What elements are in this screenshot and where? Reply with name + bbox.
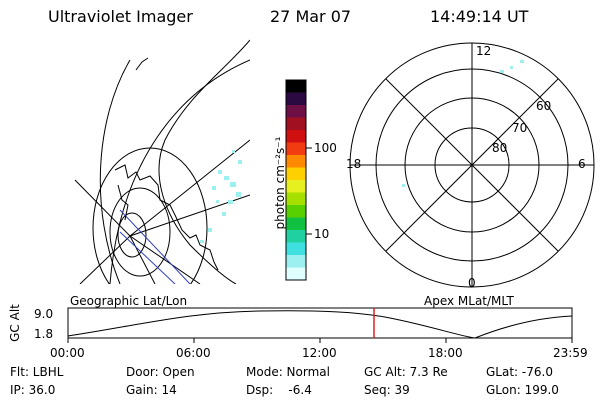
- colorbar-tick-10: 10: [314, 227, 330, 241]
- altitude-ymin: 1.8: [34, 327, 54, 341]
- mlt-label-0: 0: [468, 276, 476, 290]
- status-glon: GLon: 199.0: [486, 383, 559, 397]
- colorbar-swatch: [286, 192, 306, 206]
- status-ip: IP: 36.0: [10, 383, 56, 397]
- status-seq: Seq: 39: [364, 383, 410, 397]
- mlt-label-6: 6: [578, 157, 586, 171]
- status-gc-alt: GC Alt: 7.3 Re: [364, 365, 448, 379]
- colorbar-swatch: [286, 117, 306, 131]
- mlat-label-60: 60: [536, 99, 552, 113]
- status-glat: GLat: -76.0: [486, 365, 553, 379]
- status-dsp: Dsp: -6.4: [246, 383, 312, 397]
- mlat-label-70: 70: [512, 121, 528, 135]
- colorbar-swatch: [286, 242, 306, 256]
- x-label-1800: 18:00: [428, 346, 463, 360]
- colorbar-swatch: [286, 180, 306, 193]
- colorbar-swatch: [286, 167, 306, 181]
- x-label-0000: 00:00: [50, 346, 85, 360]
- date-label: 27 Mar 07: [270, 7, 352, 26]
- colorbar-swatch: [286, 92, 306, 106]
- status-flt: Flt: LBHL: [10, 365, 64, 379]
- altitude-ymax: 9.0: [34, 307, 54, 321]
- altitude-ylabel: GC Alt: [7, 304, 22, 342]
- geographic-map: [74, 39, 250, 284]
- instrument-title: Ultraviolet Imager: [48, 7, 193, 26]
- colorbar-swatch: [286, 267, 306, 281]
- colorbar-scale: [286, 80, 306, 281]
- status-gain: Gain: 14: [126, 383, 177, 397]
- colorbar-unit-label: photon cm⁻²s⁻¹: [273, 136, 287, 230]
- time-label: 14:49:14 UT: [430, 7, 529, 26]
- x-label-2359: 23:59: [553, 346, 588, 360]
- colorbar-swatch: [286, 255, 306, 268]
- colorbar-swatch: [286, 217, 306, 231]
- x-label-0600: 06:00: [176, 346, 211, 360]
- colorbar-swatch: [286, 142, 306, 156]
- colorbar-swatch: [286, 155, 306, 168]
- altitude-strip: [67, 307, 573, 343]
- mlt-label-18: 18: [346, 157, 362, 171]
- x-label-1200: 12:00: [302, 346, 337, 360]
- mlat-label-80: 80: [492, 141, 508, 155]
- colorbar-swatch: [286, 130, 306, 143]
- status-door: Door: Open: [126, 365, 195, 379]
- polar-plot: [349, 42, 595, 288]
- colorbar-swatch: [286, 230, 306, 243]
- colorbar-swatch: [286, 105, 306, 118]
- polar-plot-label: Apex MLat/MLT: [424, 294, 514, 308]
- mlt-label-12: 12: [476, 44, 492, 58]
- colorbar-frame: [285, 79, 307, 281]
- colorbar-swatch: [286, 205, 306, 218]
- geo-map-label: Geographic Lat/Lon: [70, 294, 188, 308]
- colorbar-swatch: [286, 80, 306, 93]
- status-mode: Mode: Normal: [246, 365, 330, 379]
- colorbar-tick-100: 100: [314, 141, 337, 155]
